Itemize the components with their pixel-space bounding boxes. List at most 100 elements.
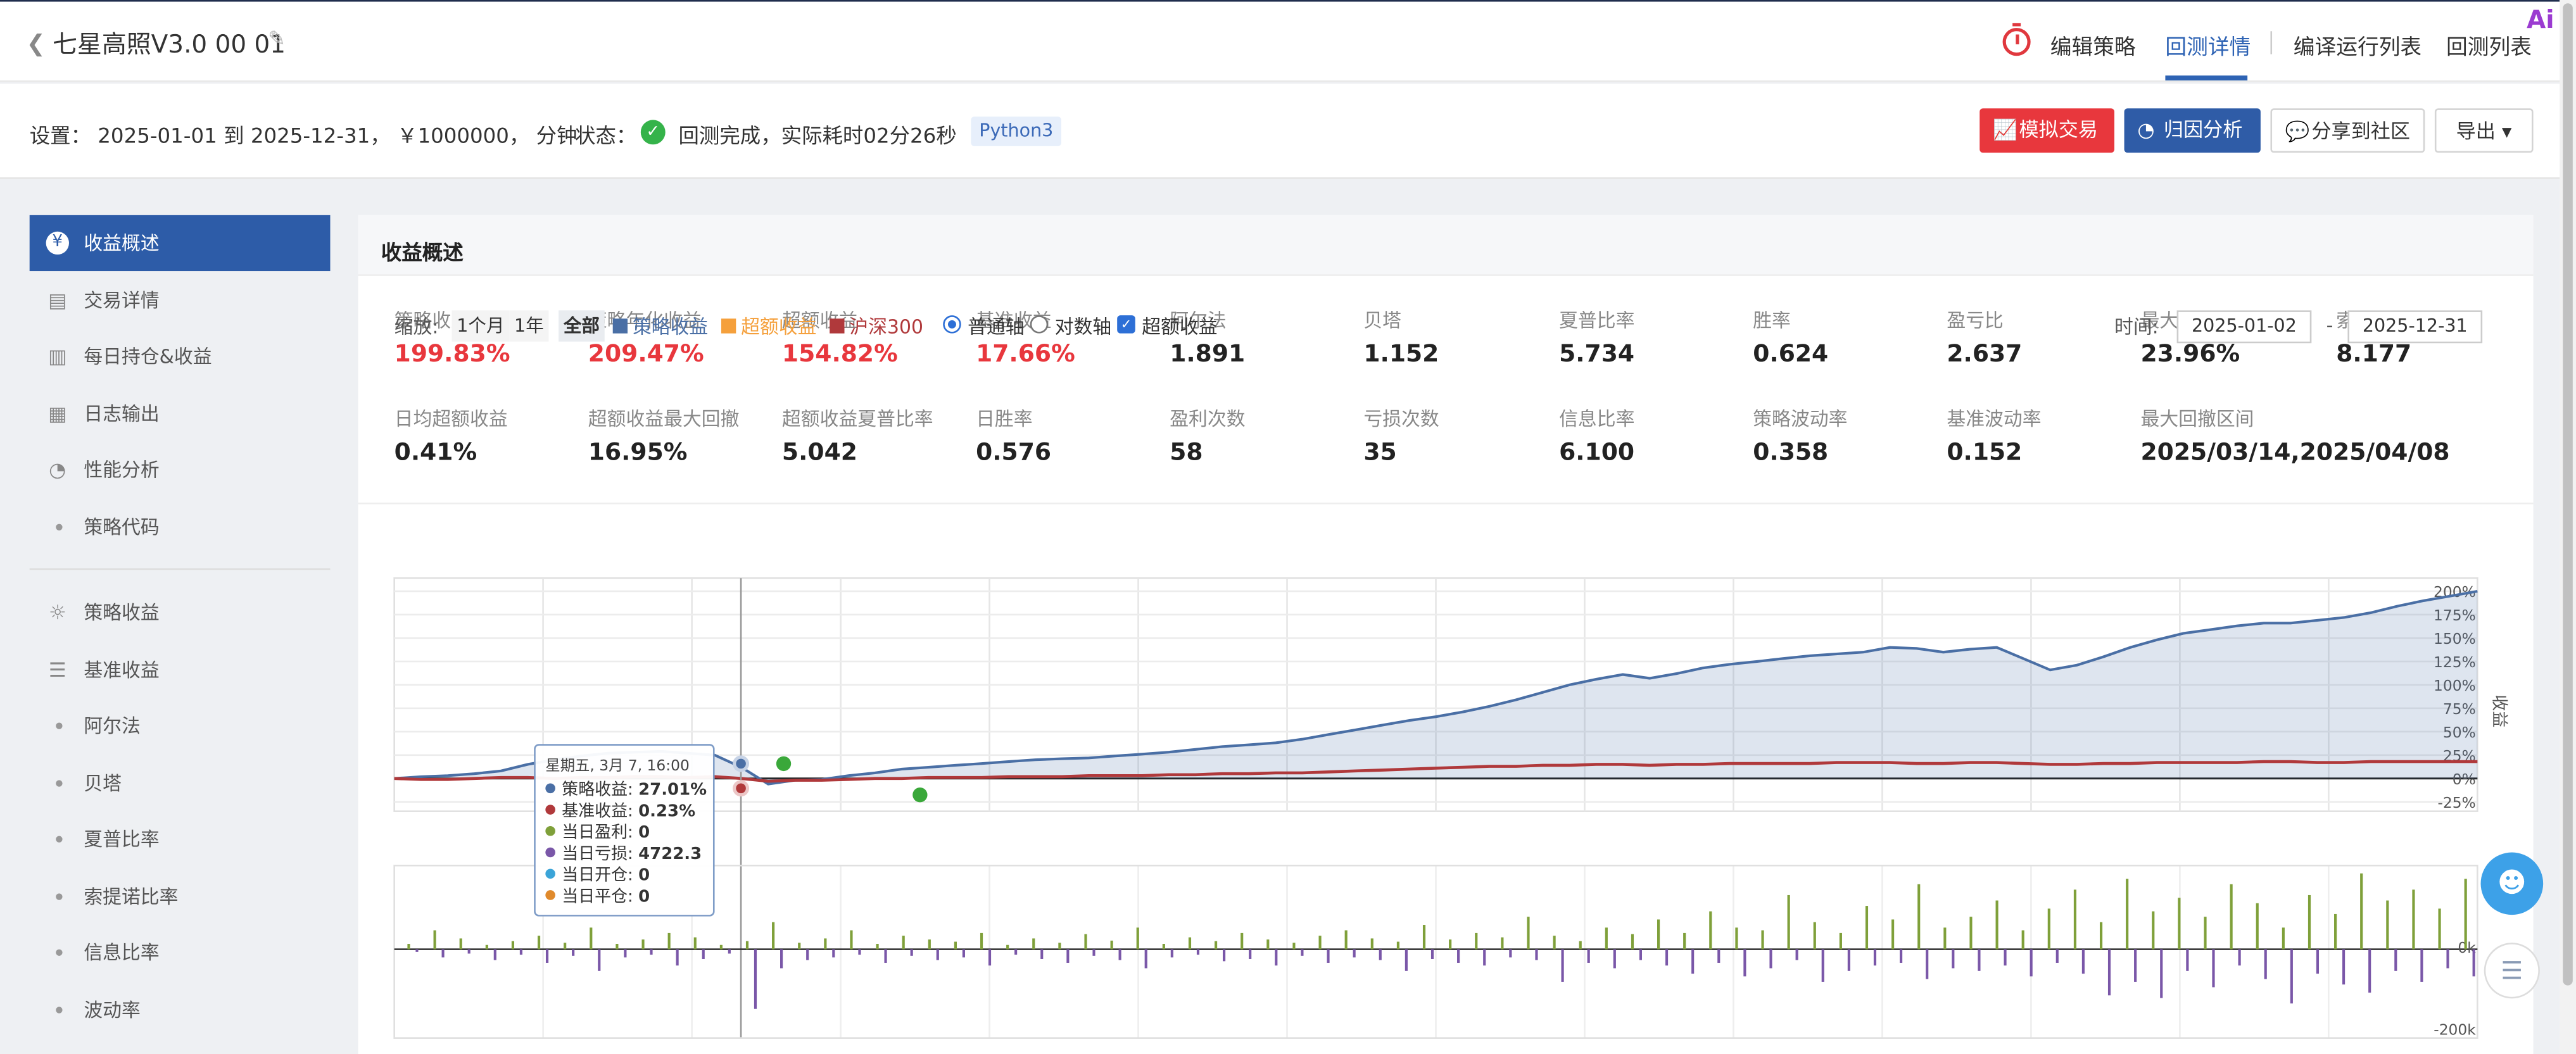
chart-tooltip: 星期五, 3月 7, 16:00 策略收益: 27.01% 基准收益: 0.23%… xyxy=(534,744,715,917)
list-menu-icon[interactable]: ☰ xyxy=(2484,943,2540,999)
loss-bar xyxy=(1066,949,1070,963)
metric-label: 贝塔 xyxy=(1363,307,1544,334)
profit-bar xyxy=(1917,884,1921,950)
edit-title-icon[interactable]: ✎ xyxy=(267,28,286,53)
profit-bar xyxy=(798,943,801,950)
tab-backtest-list[interactable]: 回测列表 xyxy=(2446,36,2532,61)
legend-csi300[interactable]: 沪深300 xyxy=(830,314,923,341)
profit-bar xyxy=(2021,930,2024,950)
profit-bar xyxy=(954,941,957,950)
profit-bar xyxy=(485,944,488,950)
share-community-button[interactable]: 💬 分享到社区 xyxy=(2270,108,2425,153)
sidebar-item-1[interactable]: ▤ 交易详情 xyxy=(30,272,331,327)
sidebar-item-8[interactable]: 阿尔法 xyxy=(30,698,331,754)
loss-bar xyxy=(962,949,965,958)
end-date-input[interactable]: 2025-12-31 xyxy=(2347,310,2483,344)
bullet-dot-icon xyxy=(56,523,63,530)
sidebar-item-label: 策略代码 xyxy=(84,515,160,538)
tab-edit-strategy[interactable]: 编辑策略 xyxy=(2050,36,2136,61)
bullet-dot-icon xyxy=(56,779,63,786)
loss-bar xyxy=(702,949,705,959)
metric-value: 0.358 xyxy=(1753,440,1829,467)
loss-bar xyxy=(2394,949,2397,971)
pie-chart-icon: ◔ xyxy=(49,458,66,482)
profit-bar xyxy=(2047,908,2050,950)
assistant-robot-icon[interactable]: ☻ xyxy=(2480,852,2544,915)
y-tick-label: 125% xyxy=(2434,653,2476,671)
sidebar-item-5[interactable]: 策略代码 xyxy=(30,498,331,554)
status-text: 回测完成，实际耗时02分26秒 xyxy=(678,123,957,148)
profit-bar xyxy=(641,939,645,950)
loss-bar xyxy=(1795,949,1798,960)
profit-bar xyxy=(2099,922,2103,950)
sidebar-item-0[interactable]: ¥ 收益概述 xyxy=(29,215,331,272)
bar-y-tick-label: -200k xyxy=(2434,1020,2476,1038)
loss-bar xyxy=(2420,949,2423,982)
loss-bar xyxy=(728,949,731,954)
metric-label: 盈利次数 xyxy=(1170,406,1350,432)
sidebar-item-9[interactable]: 贝塔 xyxy=(30,755,331,810)
tab-backtest-detail[interactable]: 回测详情 xyxy=(2165,36,2251,61)
profit-bar xyxy=(1501,937,1504,950)
strategy-area-fill xyxy=(394,591,2478,784)
metric-label: 夏普比率 xyxy=(1559,307,1739,334)
metric-row2-8: 基准波动率 0.152 xyxy=(1947,406,2127,466)
profit-bar xyxy=(667,932,671,950)
sidebar-item-3[interactable]: ▦ 日志输出 xyxy=(30,385,331,441)
loss-bar xyxy=(832,949,835,958)
database-icon: ☰ xyxy=(48,658,66,681)
zoom-1-year-button[interactable]: 1年 xyxy=(509,310,549,342)
attribution-analysis-button[interactable]: ◔ 归因分析 xyxy=(2124,108,2261,153)
excess-return-checkbox[interactable]: ✓ xyxy=(1117,315,1135,334)
bullet-dot-icon xyxy=(56,949,63,956)
share-community-label: 分享到社区 xyxy=(2311,120,2411,143)
export-dropdown[interactable]: 导出 ▾ xyxy=(2434,108,2534,153)
sidebar-item-12[interactable]: 信息比率 xyxy=(30,925,331,981)
metric-label-text: 超额收益 xyxy=(781,308,858,332)
profit-bar xyxy=(2178,898,2181,950)
linear-axis-radio[interactable] xyxy=(943,315,961,334)
profit-bar xyxy=(616,944,619,950)
sidebar-divider xyxy=(29,568,331,570)
tooltip-dot xyxy=(545,825,555,836)
sidebar-item-7[interactable]: ☰ 基准收益 xyxy=(30,641,331,697)
tooltip-row: 当日亏损: 4722.3 xyxy=(545,844,703,866)
sidebar-item-label: 阿尔法 xyxy=(84,714,141,737)
zoom-all-button[interactable]: 全部 xyxy=(559,310,605,342)
metric-label-text: 贝塔 xyxy=(1363,308,1402,332)
simulate-trade-button[interactable]: 📈 模拟交易 xyxy=(1979,108,2114,153)
legend-strategy-return[interactable]: 策略收益 xyxy=(612,314,708,341)
sidebar-item-6[interactable]: ☼ 策略收益 xyxy=(30,585,331,641)
profit-bar xyxy=(876,944,879,950)
sidebar-item-4[interactable]: ◔ 性能分析 xyxy=(30,442,331,498)
zoom-1-month-button[interactable]: 1个月 xyxy=(451,310,510,342)
loss-bar xyxy=(1873,949,1877,966)
tab-compile-run-list[interactable]: 编译运行列表 xyxy=(2293,36,2422,61)
metric-label: 胜率 xyxy=(1753,307,1933,334)
metric-label-text: 阿尔法 xyxy=(1170,308,1227,332)
metric-label-text: 亏损次数 xyxy=(1363,407,1439,430)
sidebar-item-13[interactable]: 波动率 xyxy=(30,981,331,1037)
panel-title: 收益概述 xyxy=(381,239,464,265)
loss-bar xyxy=(1092,949,1095,956)
profit-bar xyxy=(719,944,723,950)
profit-bar xyxy=(407,944,410,950)
loss-bar xyxy=(2186,949,2189,971)
back-icon[interactable]: ❮ xyxy=(26,31,46,58)
legend-excess-return[interactable]: 超额收益 xyxy=(721,314,816,341)
metric-label: 策略波动率 xyxy=(1753,406,1933,432)
sidebar-item-2[interactable]: ▥ 每日持仓&收益 xyxy=(30,329,331,384)
loss-bar xyxy=(519,949,522,955)
loss-bar xyxy=(2316,949,2320,974)
log-axis-radio[interactable] xyxy=(1030,315,1049,334)
scrollbar-thumb[interactable] xyxy=(2563,3,2573,986)
sidebar-item-11[interactable]: 索提诺比率 xyxy=(30,868,331,924)
profit-bar xyxy=(1631,934,1634,950)
loss-bar xyxy=(1509,949,1512,958)
start-date-input[interactable]: 2025-01-02 xyxy=(2176,310,2312,344)
sidebar-item-10[interactable]: 夏普比率 xyxy=(30,812,331,867)
profit-bar xyxy=(1969,917,1973,950)
metric-label: 信息比率 xyxy=(1559,406,1739,432)
profit-bar xyxy=(2412,889,2415,950)
